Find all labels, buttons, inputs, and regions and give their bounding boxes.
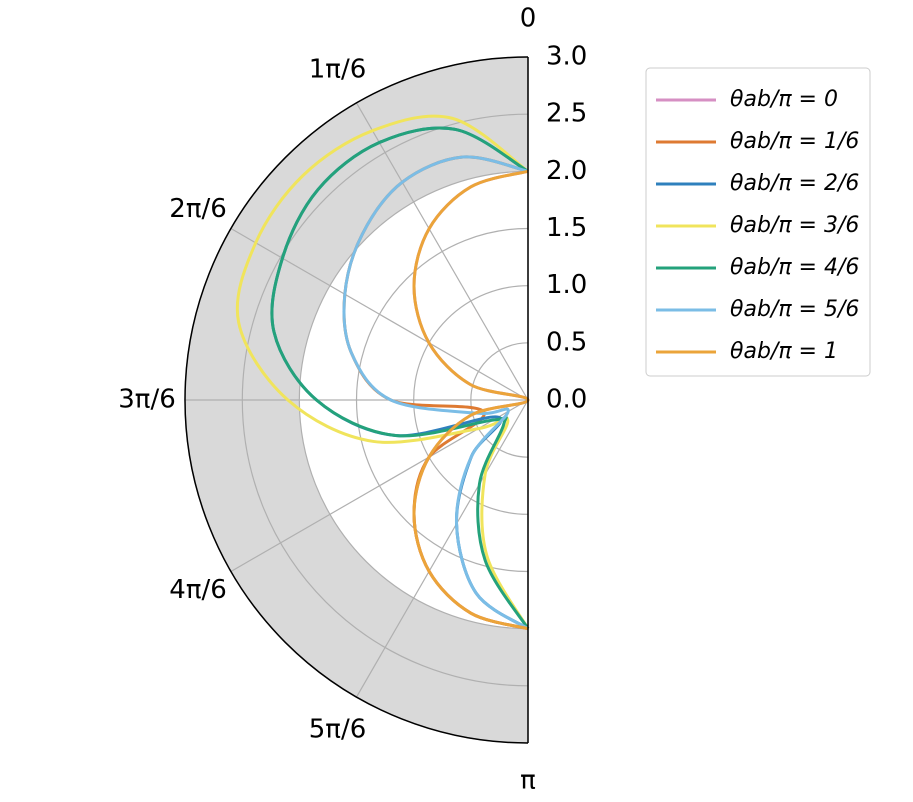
- series-line: [235, 114, 530, 630]
- series-line: [342, 155, 529, 630]
- angular-grid-line: [230, 227, 529, 401]
- legend-label: θab/π = 4/6: [730, 255, 859, 280]
- r-tick-label: 0.0: [546, 385, 587, 415]
- series-line: [270, 126, 530, 630]
- legend-box: [645, 67, 871, 377]
- theta-tick-label: 0: [520, 4, 537, 34]
- legend-label: θab/π = 0: [730, 87, 838, 112]
- r-tick-label: 2.5: [546, 99, 587, 129]
- legend-label: θab/π = 2/6: [730, 171, 859, 196]
- r-tick-label: 3.0: [546, 42, 587, 72]
- legend-label: θab/π = 5/6: [730, 297, 859, 322]
- shaded-band: [185, 57, 528, 743]
- theta-tick-label: π: [520, 766, 536, 796]
- theta-tick-label: 2π/6: [169, 194, 227, 224]
- r-tick-label: 1.5: [546, 213, 587, 243]
- legend-label: θab/π = 1/6: [730, 129, 859, 154]
- angular-grid-line: [355, 399, 529, 698]
- theta-tick-label: 5π/6: [309, 714, 367, 744]
- outer-spine: [184, 56, 529, 744]
- legend: θab/π = 0 θab/π = 1/6 θab/π = 2/6 θab/π = 3…: [645, 67, 871, 377]
- r-tick-label: 1.0: [546, 270, 587, 300]
- tick-labels: 0.0 0.5 1.0 1.5 2.0 2.5 3.0 0 1π/6 2π/6 3π/6 4π/6 5π…: [118, 4, 587, 796]
- plot-background: [185, 57, 528, 743]
- theta-tick-label: 1π/6: [309, 55, 367, 85]
- frame: [184, 56, 529, 744]
- r-tick-label: 0.5: [546, 327, 587, 357]
- r-tick-label: 2.0: [546, 156, 587, 186]
- legend-label: θab/π = 3/6: [730, 213, 859, 238]
- angular-grid-line: [355, 102, 529, 401]
- theta-tick-label: 3π/6: [118, 385, 176, 415]
- legend-label: θab/π = 1: [730, 339, 838, 364]
- theta-tick-label: 4π/6: [169, 575, 227, 605]
